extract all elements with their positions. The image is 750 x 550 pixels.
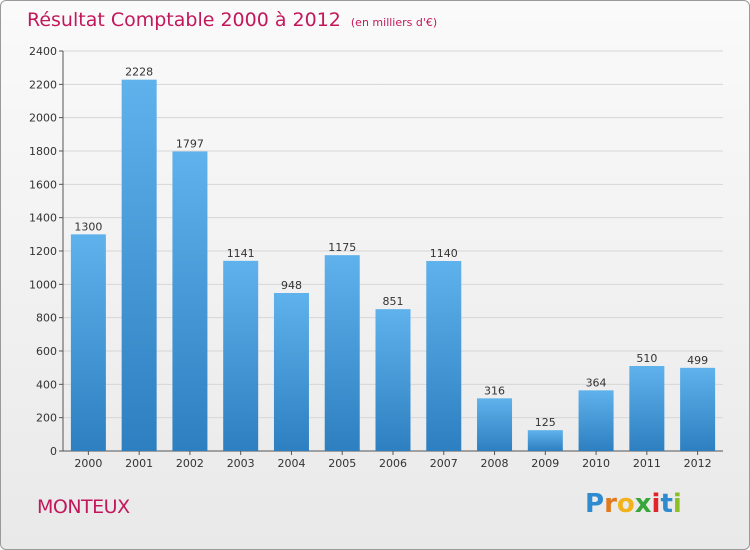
data-label: 1797: [176, 138, 204, 151]
bar: [680, 367, 716, 451]
bar: [70, 234, 106, 451]
y-tick-label: 2200: [29, 78, 57, 91]
x-tick-label: 2012: [684, 457, 712, 470]
bar: [578, 390, 614, 451]
x-tick-label: 2011: [633, 457, 661, 470]
bar: [324, 255, 360, 451]
bar: [121, 79, 157, 452]
data-label: 851: [383, 295, 404, 308]
y-tick-label: 0: [50, 445, 57, 458]
bar: [629, 366, 665, 451]
x-tick-label: 2001: [125, 457, 153, 470]
data-label: 1141: [227, 247, 255, 260]
logo-letter: t: [660, 489, 673, 519]
y-tick-label: 2000: [29, 112, 57, 125]
bar: [172, 151, 208, 451]
data-label: 316: [484, 384, 505, 397]
y-tick-label: 800: [36, 312, 57, 325]
data-label: 948: [281, 279, 302, 292]
x-tick-label: 2002: [176, 457, 204, 470]
y-tick-label: 400: [36, 378, 57, 391]
data-label: 2228: [125, 66, 153, 79]
x-tick-label: 2010: [582, 457, 610, 470]
bar: [527, 430, 563, 451]
bar: [426, 261, 462, 451]
data-label: 125: [535, 416, 556, 429]
logo-letter: r: [604, 489, 617, 519]
y-tick-label: 1600: [29, 178, 57, 191]
x-tick-label: 2004: [277, 457, 305, 470]
logo-letter: o: [616, 489, 635, 519]
data-label: 1300: [74, 220, 102, 233]
bar: [375, 309, 411, 451]
data-label: 364: [586, 376, 607, 389]
y-tick-label: 1000: [29, 278, 57, 291]
bar: [223, 260, 259, 451]
x-tick-label: 2000: [74, 457, 102, 470]
x-tick-label: 2005: [328, 457, 356, 470]
x-tick-label: 2003: [227, 457, 255, 470]
y-tick-label: 200: [36, 412, 57, 425]
y-tick-label: 600: [36, 345, 57, 358]
x-tick-label: 2008: [481, 457, 509, 470]
title-unit: (en milliers d'€): [350, 16, 438, 29]
data-label: 499: [687, 354, 708, 367]
y-tick-label: 1200: [29, 245, 57, 258]
logo-letter: i: [672, 489, 682, 519]
x-tick-label: 2009: [531, 457, 559, 470]
bar: [477, 398, 513, 451]
y-tick-label: 1400: [29, 212, 57, 225]
logo-letter: x: [634, 489, 652, 519]
bar: [273, 293, 309, 451]
y-tick-label: 2400: [29, 45, 57, 58]
data-label: 1175: [328, 241, 356, 254]
data-label: 1140: [430, 247, 458, 260]
chart-title: Résultat Comptable 2000 à 2012 (en millie…: [27, 9, 437, 31]
x-tick-label: 2006: [379, 457, 407, 470]
y-tick-label: 1800: [29, 145, 57, 158]
x-tick-label: 2007: [430, 457, 458, 470]
data-label: 510: [636, 352, 657, 365]
proxiti-logo[interactable]: Proxiti: [585, 489, 682, 519]
title-text: Résultat Comptable 2000 à 2012: [27, 9, 341, 31]
commune-name: MONTEUX: [37, 496, 130, 518]
logo-letter: i: [651, 489, 661, 519]
logo-letter: P: [585, 489, 605, 519]
